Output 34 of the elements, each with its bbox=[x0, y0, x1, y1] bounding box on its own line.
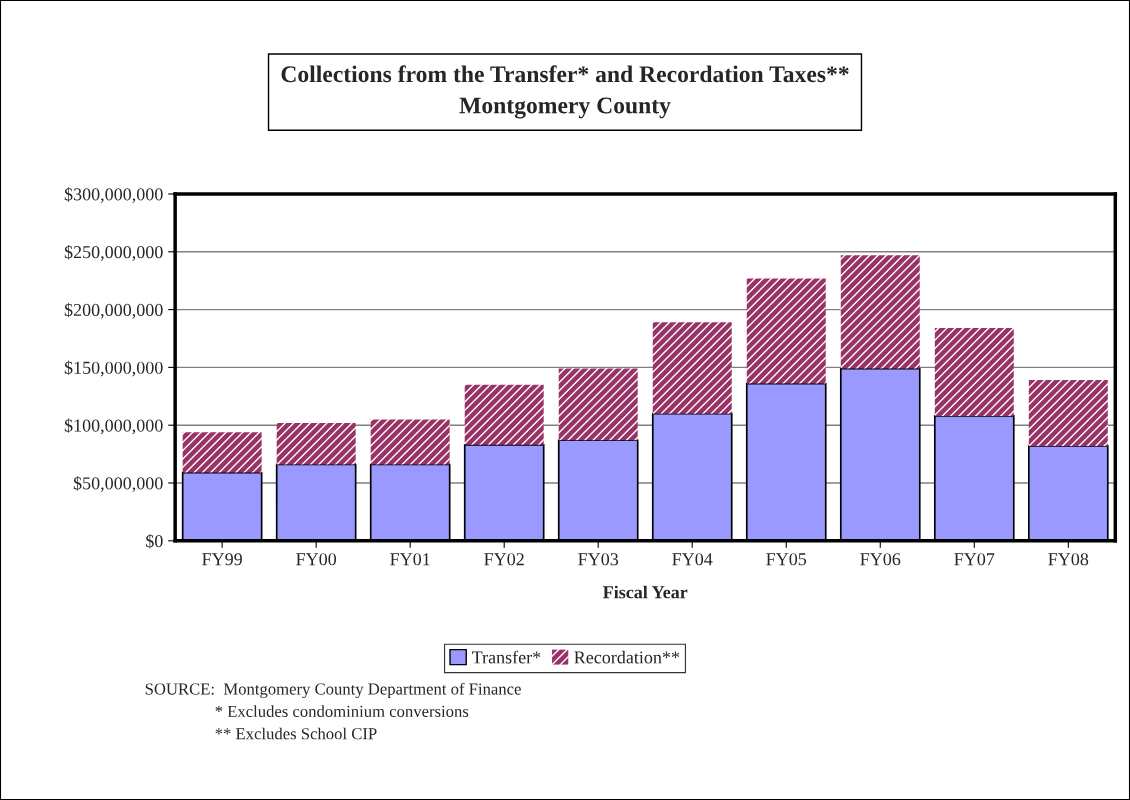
y-tick-label: $100,000,000 bbox=[64, 418, 163, 435]
bar bbox=[182, 432, 262, 473]
bar bbox=[840, 255, 920, 369]
x-tick-label: FY03 bbox=[578, 553, 619, 566]
y-tick-label: $50,000,000 bbox=[73, 476, 163, 493]
x-tick-label: FY05 bbox=[766, 553, 807, 566]
legend-label: Transfer* bbox=[471, 650, 541, 664]
chart-title: Collections from the Transfer* and Recordation Taxes** Montgomery County bbox=[281, 65, 849, 119]
bar bbox=[652, 322, 732, 414]
bar bbox=[276, 422, 356, 465]
x-tick-label: FY00 bbox=[296, 553, 337, 566]
text: ** Excludes School CIP bbox=[215, 727, 377, 740]
x-tick-label: FY01 bbox=[390, 553, 430, 566]
x-tick-label: FY99 bbox=[202, 553, 242, 566]
x-tick-label: FY07 bbox=[954, 553, 995, 566]
y-tick-label: $300,000,000 bbox=[64, 187, 163, 204]
y-tick-label: $0 bbox=[146, 533, 163, 549]
y-tick-label: $250,000,000 bbox=[64, 244, 163, 261]
y-tick-label: $150,000,000 bbox=[64, 360, 163, 377]
x-tick-label: FY04 bbox=[672, 553, 713, 566]
bar bbox=[370, 419, 450, 465]
legend-label: Recordation** bbox=[574, 650, 680, 664]
x-tick-label: FY06 bbox=[860, 553, 901, 566]
bar bbox=[464, 384, 544, 445]
bar bbox=[1028, 380, 1108, 447]
bar bbox=[558, 368, 638, 441]
source-note: SOURCE: Montgomery County Department of Finance bbox=[145, 682, 521, 699]
text: * Excludes condominium conversions bbox=[215, 705, 469, 717]
x-tick-label: FY08 bbox=[1048, 553, 1089, 566]
x-axis-title: Fiscal Year bbox=[603, 585, 688, 599]
bar bbox=[746, 278, 826, 384]
bar bbox=[934, 328, 1014, 416]
y-tick-label: $200,000,000 bbox=[64, 302, 163, 319]
x-tick-label: FY02 bbox=[484, 553, 524, 566]
